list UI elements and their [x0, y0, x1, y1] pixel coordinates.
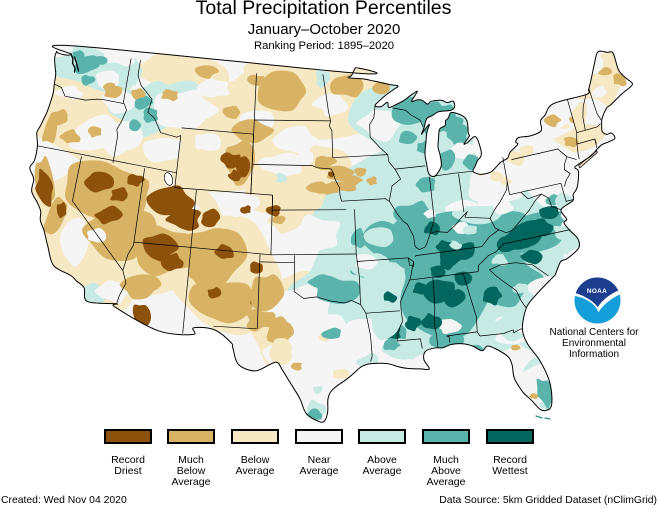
svg-text:NOAA: NOAA: [587, 288, 607, 295]
